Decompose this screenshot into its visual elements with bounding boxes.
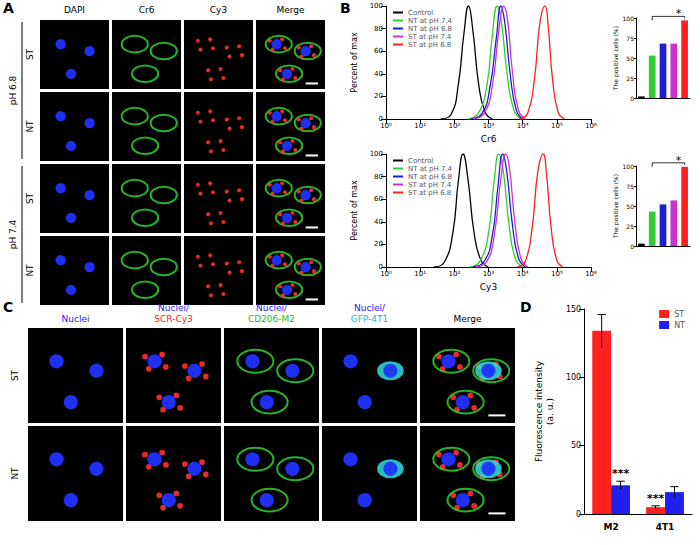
svg-text:60: 60: [374, 195, 383, 203]
svg-text:Cy3: Cy3: [480, 282, 497, 292]
svg-text:NT: NT: [25, 264, 35, 277]
svg-text:***: ***: [647, 492, 665, 505]
svg-text:Nuclei/: Nuclei/: [354, 303, 386, 313]
svg-text:10⁰: 10⁰: [380, 122, 392, 130]
svg-text:25: 25: [626, 223, 634, 230]
svg-text:80: 80: [374, 25, 383, 33]
svg-text:50: 50: [626, 55, 634, 62]
svg-text:60: 60: [374, 47, 383, 55]
svg-text:B: B: [340, 0, 351, 16]
svg-text:(a. u.): (a. u.): [545, 398, 555, 425]
svg-text:ST: ST: [10, 369, 20, 381]
svg-text:0: 0: [630, 243, 634, 250]
svg-text:10⁵: 10⁵: [551, 122, 563, 130]
svg-text:10³: 10³: [483, 122, 495, 130]
svg-text:Merge: Merge: [276, 5, 305, 15]
svg-text:SCR-Cy3: SCR-Cy3: [154, 314, 192, 324]
svg-text:NT: NT: [25, 120, 35, 133]
svg-text:ST: ST: [25, 192, 35, 204]
svg-text:NT at pH 7.4: NT at pH 7.4: [408, 17, 453, 25]
svg-text:10¹: 10¹: [414, 122, 426, 130]
svg-text:40: 40: [374, 70, 383, 78]
svg-text:Cr6: Cr6: [481, 134, 497, 144]
svg-text:50: 50: [626, 203, 634, 210]
svg-text:20: 20: [374, 240, 383, 248]
svg-text:*: *: [676, 7, 682, 20]
svg-text:Percent of max: Percent of max: [350, 180, 359, 241]
svg-text:10³: 10³: [483, 270, 495, 278]
svg-text:10⁴: 10⁴: [517, 270, 529, 278]
svg-text:0: 0: [630, 95, 634, 102]
svg-text:80: 80: [374, 173, 383, 181]
svg-text:0: 0: [378, 263, 383, 271]
svg-text:Cy3: Cy3: [210, 5, 227, 15]
svg-text:NT at pH 6.8: NT at pH 6.8: [408, 173, 452, 181]
svg-text:NT at pH 7.4: NT at pH 7.4: [408, 165, 453, 173]
svg-text:100: 100: [370, 2, 383, 10]
svg-text:M2: M2: [604, 522, 619, 532]
svg-text:GFP-4T1: GFP-4T1: [351, 314, 389, 324]
svg-text:CD206-M2: CD206-M2: [248, 314, 295, 324]
svg-text:10⁶: 10⁶: [585, 270, 597, 278]
svg-text:20: 20: [374, 92, 383, 100]
svg-text:10⁰: 10⁰: [380, 270, 392, 278]
svg-text:pH 7.4: pH 7.4: [8, 219, 18, 249]
svg-text:ST: ST: [25, 48, 35, 60]
svg-text:100: 100: [623, 163, 635, 170]
svg-text:C: C: [3, 299, 13, 315]
svg-text:The positive cells (%): The positive cells (%): [612, 26, 620, 91]
svg-text:Control: Control: [408, 157, 433, 165]
svg-text:*: *: [676, 154, 682, 167]
svg-text:25: 25: [626, 75, 634, 82]
svg-text:Nuclei/: Nuclei/: [158, 303, 190, 313]
svg-text:Nuclei: Nuclei: [62, 314, 90, 324]
svg-text:***: ***: [612, 467, 630, 480]
svg-text:100: 100: [370, 150, 383, 158]
svg-text:Nuclei/: Nuclei/: [256, 303, 288, 313]
svg-text:0: 0: [378, 115, 383, 123]
svg-text:ST at pH 7.4: ST at pH 7.4: [408, 181, 452, 189]
svg-text:10²: 10²: [448, 270, 460, 278]
svg-text:Merge: Merge: [453, 314, 482, 324]
svg-text:75: 75: [626, 183, 634, 190]
svg-text:40: 40: [374, 218, 383, 226]
svg-text:D: D: [520, 299, 532, 315]
svg-text:4T1: 4T1: [656, 522, 675, 532]
svg-text:Control: Control: [408, 9, 433, 17]
svg-text:ST at pH 7.4: ST at pH 7.4: [408, 33, 452, 41]
svg-text:10⁵: 10⁵: [551, 270, 563, 278]
svg-text:10²: 10²: [448, 122, 460, 130]
svg-text:75: 75: [626, 35, 634, 42]
svg-text:0: 0: [576, 510, 581, 519]
svg-text:100: 100: [566, 373, 581, 382]
svg-text:Percent of max: Percent of max: [350, 32, 359, 93]
svg-text:ST at pH 6.8: ST at pH 6.8: [408, 189, 451, 197]
svg-text:Fluorescence intensity: Fluorescence intensity: [534, 360, 544, 462]
svg-text:The positive cells (%): The positive cells (%): [612, 174, 620, 239]
svg-text:150: 150: [566, 305, 581, 314]
svg-text:ST at pH 6.8: ST at pH 6.8: [408, 41, 451, 49]
svg-text:10¹: 10¹: [414, 270, 426, 278]
svg-text:10⁶: 10⁶: [585, 122, 597, 130]
svg-text:50: 50: [571, 441, 581, 450]
svg-text:DAPI: DAPI: [64, 5, 85, 15]
svg-text:10⁴: 10⁴: [517, 122, 529, 130]
svg-text:NT at pH 6.8: NT at pH 6.8: [408, 25, 452, 33]
svg-text:Cr6: Cr6: [139, 5, 155, 15]
svg-text:NT: NT: [10, 467, 20, 480]
svg-text:100: 100: [623, 15, 635, 22]
svg-text:NT: NT: [674, 321, 685, 330]
svg-text:pH 6.8: pH 6.8: [8, 75, 18, 105]
svg-text:A: A: [3, 0, 14, 16]
svg-text:ST: ST: [674, 310, 684, 319]
